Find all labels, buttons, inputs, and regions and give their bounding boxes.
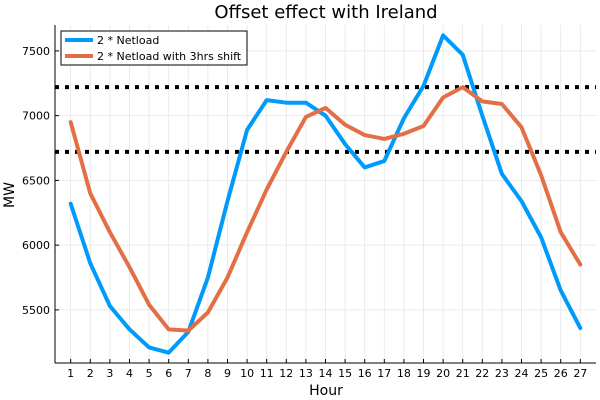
x-tick-label: 27: [573, 367, 587, 380]
x-tick-label: 13: [299, 367, 313, 380]
x-tick-label: 15: [338, 367, 352, 380]
x-tick-label: 1: [67, 367, 74, 380]
legend-box: [60, 30, 248, 66]
series-line-2: [68, 85, 583, 333]
y-tick-label: 6000: [22, 239, 50, 252]
y-tick-label: 7000: [22, 110, 50, 123]
x-tick-label: 9: [224, 367, 231, 380]
series-group: [68, 33, 583, 355]
x-tick-label: 12: [279, 367, 293, 380]
x-tick-label: 24: [515, 367, 529, 380]
x-tick-label: 25: [534, 367, 548, 380]
x-tick-label: 14: [319, 367, 333, 380]
x-tick-label: 21: [456, 367, 470, 380]
x-tick-label: 2: [87, 367, 94, 380]
y-tick-labels: 5500 6000 6500 7000 7500: [22, 45, 50, 317]
x-tick-label: 6: [165, 367, 172, 380]
x-tick-label: 10: [240, 367, 254, 380]
y-axis-label: MW: [2, 182, 18, 208]
legend: 2 * Netload 2 * Netload with 3hrs shift: [60, 30, 248, 66]
axes: [54, 25, 596, 364]
y-tick-label: 6500: [22, 174, 50, 187]
x-tick-label: 19: [417, 367, 431, 380]
chart-title: Offset effect with Ireland: [214, 2, 437, 23]
y-tick-label: 7500: [22, 45, 50, 58]
series-line-1: [68, 33, 583, 355]
x-tick-label: 11: [260, 367, 274, 380]
legend-label-2: 2 * Netload with 3hrs shift: [97, 50, 242, 63]
x-tick-label: 7: [185, 367, 192, 380]
x-tick-label: 5: [146, 367, 153, 380]
y-tick-label: 5500: [22, 304, 50, 317]
legend-label-1: 2 * Netload: [97, 34, 159, 47]
x-tick-label: 18: [397, 367, 411, 380]
x-tick-label: 3: [106, 367, 113, 380]
x-tick-label: 20: [436, 367, 450, 380]
x-tick-label: 26: [554, 367, 568, 380]
x-tick-label: 8: [204, 367, 211, 380]
x-tick-label: 23: [495, 367, 509, 380]
x-tick-label: 17: [377, 367, 391, 380]
reference-lines: [55, 85, 596, 154]
x-tick-label: 4: [126, 367, 133, 380]
x-tick-label: 22: [475, 367, 489, 380]
x-axis-label: Hour: [309, 383, 343, 399]
x-tick-labels: 1 2 3 4 5 6 7 8 9 10 11 12 13 14 15 16 17 18 19 20 21 22 23 24 2…: [67, 367, 587, 380]
x-tick-label: 16: [358, 367, 372, 380]
